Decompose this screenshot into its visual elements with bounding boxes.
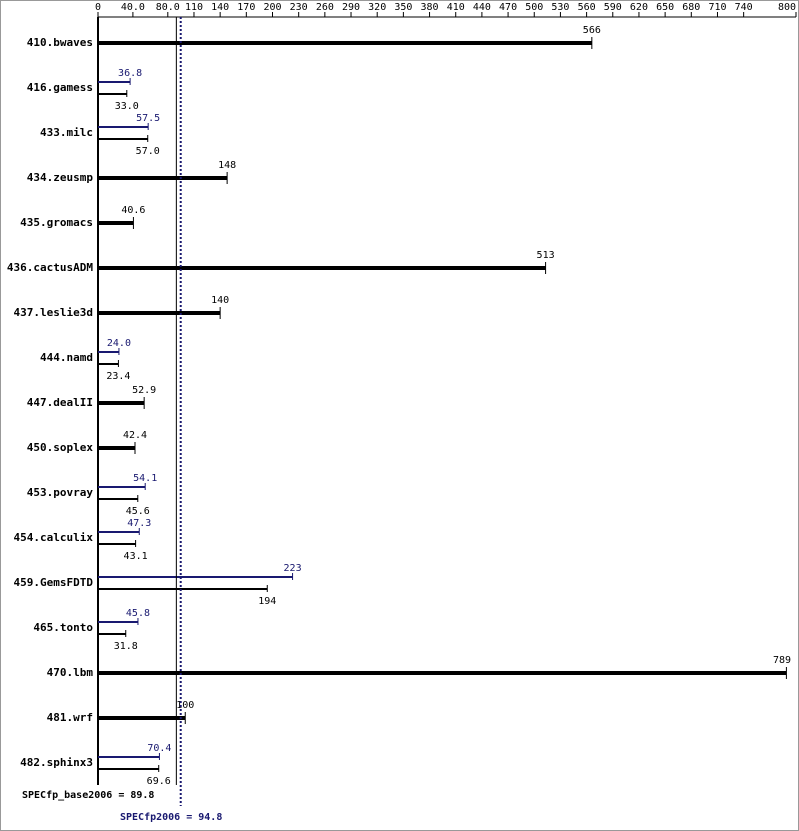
value-label: 140 [211, 295, 229, 306]
x-tick-label: 410 [447, 2, 465, 13]
value-label: 31.8 [114, 641, 138, 652]
bar [98, 81, 131, 83]
bar [98, 176, 228, 180]
x-tick-label: 560 [578, 2, 596, 13]
category-label: 453.povray [27, 486, 94, 499]
category-label: 434.zeusmp [27, 171, 94, 184]
bar [98, 41, 592, 45]
category-label: 465.tonto [33, 621, 93, 634]
x-tick-label: 620 [630, 2, 648, 13]
x-tick-label: 320 [368, 2, 386, 13]
category-label: 433.milc [40, 126, 93, 139]
bar [98, 486, 146, 488]
bar [98, 446, 135, 450]
x-tick-label: 80.0 [156, 2, 180, 13]
bar [98, 401, 145, 405]
category-label: 447.dealII [27, 396, 93, 409]
bar [98, 633, 126, 635]
category-label: 450.soplex [27, 441, 94, 454]
value-label: 148 [218, 160, 236, 171]
category-label: 459.GemsFDTD [14, 576, 94, 589]
bar [98, 588, 268, 590]
value-label: 23.4 [106, 371, 130, 382]
x-tick-label: 590 [604, 2, 622, 13]
category-label: 454.calculix [14, 531, 94, 544]
x-tick-label: 170 [237, 2, 255, 13]
value-label: 513 [537, 250, 555, 261]
x-tick-label: 380 [421, 2, 439, 13]
value-label: 57.0 [136, 146, 160, 157]
bar [98, 768, 159, 770]
reference-label: SPECfp2006 = 94.8 [120, 812, 222, 823]
x-tick-label: 230 [290, 2, 308, 13]
x-tick-label: 470 [499, 2, 517, 13]
value-label: 194 [258, 596, 276, 607]
category-label: 437.leslie3d [14, 306, 93, 319]
value-label: 57.5 [136, 113, 160, 124]
bar [98, 221, 134, 225]
x-tick-label: 290 [342, 2, 360, 13]
bar [98, 138, 148, 140]
x-tick-label: 440 [473, 2, 491, 13]
value-label: 43.1 [124, 551, 148, 562]
x-tick-label: 680 [682, 2, 700, 13]
value-label: 70.4 [147, 743, 171, 754]
x-tick-label: 530 [551, 2, 569, 13]
bar [98, 498, 138, 500]
category-label: 470.lbm [47, 666, 94, 679]
bar [98, 363, 119, 365]
value-label: 223 [284, 563, 302, 574]
value-label: 36.8 [118, 68, 142, 79]
bar [98, 531, 140, 533]
x-tick-label: 350 [394, 2, 412, 13]
bar [98, 576, 293, 578]
bar [98, 311, 221, 315]
bar [98, 126, 149, 128]
value-label: 52.9 [132, 385, 156, 396]
category-label: 436.cactusADM [7, 261, 93, 274]
value-label: 33.0 [115, 101, 139, 112]
reference-label: SPECfp_base2006 = 89.8 [22, 790, 154, 801]
value-label: 566 [583, 25, 601, 36]
bar [98, 351, 119, 353]
x-tick-label: 260 [316, 2, 334, 13]
value-label: 54.1 [133, 473, 157, 484]
x-tick-label: 740 [735, 2, 753, 13]
x-tick-label: 650 [656, 2, 674, 13]
x-tick-label: 40.0 [121, 2, 145, 13]
x-tick-label: 800 [778, 2, 796, 13]
value-label: 24.0 [107, 338, 131, 349]
value-label: 69.6 [147, 776, 171, 787]
bar [98, 543, 136, 545]
value-label: 45.6 [126, 506, 150, 517]
category-label: 444.namd [40, 351, 93, 364]
category-label: 435.gromacs [20, 216, 93, 229]
x-tick-label: 140 [211, 2, 229, 13]
category-label: 416.gamess [27, 81, 93, 94]
bar [98, 671, 787, 675]
x-tick-label: 0 [95, 2, 101, 13]
x-tick-label: 110 [185, 2, 203, 13]
bar [98, 756, 160, 758]
bar [98, 716, 186, 720]
category-label: 410.bwaves [27, 36, 93, 49]
category-label: 482.sphinx3 [20, 756, 93, 769]
x-tick-label: 200 [263, 2, 281, 13]
value-label: 47.3 [127, 518, 151, 529]
value-label: 42.4 [123, 430, 147, 441]
category-label: 481.wrf [47, 711, 93, 724]
bar [98, 266, 546, 270]
bar [98, 93, 127, 95]
value-label: 40.6 [121, 205, 145, 216]
bar [98, 621, 138, 623]
x-tick-label: 710 [708, 2, 726, 13]
value-label: 100 [176, 700, 194, 711]
x-tick-label: 500 [525, 2, 543, 13]
value-label: 45.8 [126, 608, 150, 619]
value-label: 789 [773, 655, 791, 666]
